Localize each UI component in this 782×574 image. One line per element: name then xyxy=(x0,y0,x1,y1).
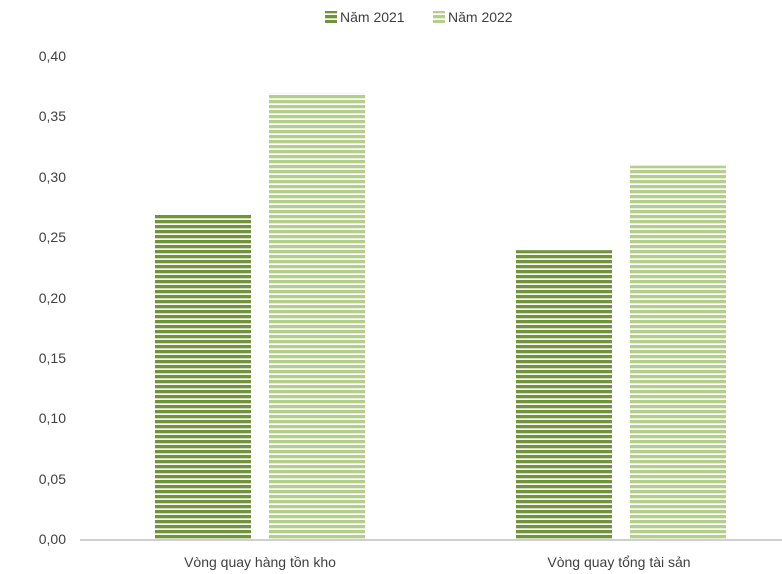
y-tick-label: 0,15 xyxy=(39,350,66,366)
legend-label-2022: Năm 2022 xyxy=(448,9,513,25)
legend-label-2021: Năm 2021 xyxy=(340,9,405,25)
x-category-label: Vòng quay tổng tài sản xyxy=(547,554,690,570)
legend-swatch-2021 xyxy=(325,11,337,23)
bar-1-1 xyxy=(155,213,251,540)
y-tick-label: 0,30 xyxy=(39,169,66,185)
y-tick-label: 0,35 xyxy=(39,108,66,124)
bar-1-2 xyxy=(516,250,612,540)
y-tick-label: 0,20 xyxy=(39,290,66,306)
y-tick-label: 0,40 xyxy=(39,48,66,64)
y-tick-label: 0,25 xyxy=(39,229,66,245)
legend: Năm 2021 Năm 2022 xyxy=(325,9,513,25)
bar-2-1 xyxy=(269,93,365,540)
y-tick-label: 0,10 xyxy=(39,410,66,426)
bars xyxy=(155,93,726,541)
y-axis: 0,00 0,05 0,10 0,15 0,20 0,25 0,30 0,35 … xyxy=(39,48,66,547)
x-axis: Vòng quay hàng tồn kho Vòng quay tổng tà… xyxy=(184,554,691,570)
y-tick-label: 0,05 xyxy=(39,471,66,487)
bar-2-2 xyxy=(630,165,726,541)
legend-swatch-2022 xyxy=(433,11,445,23)
x-category-label: Vòng quay hàng tồn kho xyxy=(184,554,336,570)
y-tick-label: 0,00 xyxy=(39,531,66,547)
